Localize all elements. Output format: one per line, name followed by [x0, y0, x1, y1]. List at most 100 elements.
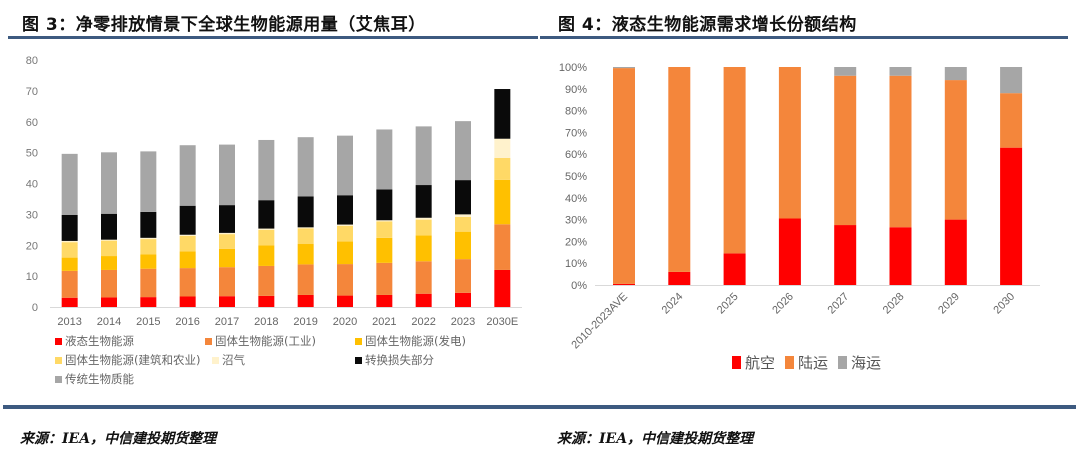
- bar-segment: [1000, 93, 1023, 148]
- bar-segment: [140, 239, 157, 255]
- bar-segment: [834, 75, 857, 226]
- legend-swatch: [55, 337, 62, 345]
- x-tick-label: 2022: [411, 316, 435, 328]
- bar-segment: [376, 221, 393, 238]
- x-tick-label: 2030: [991, 291, 1017, 317]
- legend-item: 液态生物能源: [55, 333, 134, 349]
- bar-segment: [219, 232, 235, 235]
- bar-segment: [834, 225, 857, 285]
- bar-segment: [179, 235, 196, 252]
- legend-label: 海运: [851, 354, 882, 372]
- bar-segment: [297, 228, 314, 245]
- figure3-source: 来源：IEA，中信建投期货整理: [20, 431, 217, 447]
- legend-label: 固体生物能源(建筑和农业): [65, 353, 201, 367]
- bar-segment: [258, 229, 275, 246]
- chart4-percent-stacked-bar: 0% 10% 20% 30% 40% 50% 60% 70% 80% 90% 100% 2010-20…: [559, 62, 1040, 350]
- bar-segment: [415, 261, 432, 294]
- legend-item: 固体生物能源(建筑和农业): [55, 352, 200, 368]
- bar-segment: [494, 269, 511, 307]
- bar-segment: [297, 196, 314, 228]
- x-tick-label: 2026: [770, 291, 796, 317]
- figure4-title: 图 4：液态生物能源需求增长份额结构: [558, 15, 857, 35]
- x-tick-label: 2030E: [486, 316, 518, 328]
- bar-segment: [219, 296, 235, 307]
- y-tick-label: 30%: [565, 215, 587, 227]
- x-tick-label: 2010-2023AVE: [569, 291, 630, 350]
- y-tick-label: 40: [26, 179, 38, 191]
- legend-item: 海运: [838, 352, 881, 373]
- bar-segment: [376, 129, 393, 190]
- bar-segment: [455, 180, 471, 215]
- bar-segment: [337, 224, 353, 226]
- y-tick-label: 80%: [565, 106, 587, 118]
- bar-segment: [140, 211, 157, 238]
- bar-segment: [61, 214, 78, 241]
- bar-segment: [101, 239, 117, 241]
- bar-segment: [297, 294, 314, 307]
- x-tick-label: 2023: [451, 316, 475, 328]
- legend-swatch: [732, 356, 741, 369]
- legend-item: 转换损失部分: [355, 352, 434, 368]
- bar-segment: [376, 220, 393, 222]
- bar-segment: [179, 251, 196, 269]
- bar-segment: [944, 219, 967, 285]
- bar-segment: [455, 259, 471, 293]
- bar-segment: [613, 283, 635, 285]
- chart3-stacked-bar: 0 10 20 30 40 50 60 70 80 2013 2014 2015 2016 2017 201…: [26, 55, 522, 328]
- figure3-title: 图 3：净零排放情景下全球生物能源用量（艾焦耳）: [22, 15, 426, 35]
- bar-segment: [778, 218, 801, 285]
- y-tick-label: 20%: [565, 236, 587, 248]
- bar-segment: [61, 240, 78, 243]
- legend-label: 航空: [745, 354, 776, 372]
- bar-segment: [668, 271, 691, 285]
- bar-segment: [944, 67, 967, 81]
- bar-segment: [297, 227, 314, 229]
- bar-segment: [337, 135, 353, 196]
- x-tick-label: 2028: [881, 291, 907, 317]
- footer-rule: [3, 405, 1076, 409]
- chart3-legend: 液态生物能源 固体生物能源(工业) 固体生物能源(发电) 固体生物能源(建筑和农业) 沼…: [55, 333, 535, 393]
- bar-segment: [219, 144, 235, 206]
- bar-segment: [258, 139, 275, 201]
- bar-segment: [101, 213, 117, 240]
- x-tick-label: 2014: [97, 316, 121, 328]
- bar-segment: [297, 137, 314, 197]
- x-tick-label: 2027: [826, 291, 852, 317]
- bar-segment: [297, 264, 314, 295]
- legend-item: 固体生物能源(发电): [355, 333, 466, 349]
- bar-segment: [494, 179, 511, 225]
- figure3-title-rule: [8, 36, 538, 39]
- bar-segment: [258, 295, 275, 307]
- y-tick-label: 10: [26, 271, 38, 283]
- bar-segment: [415, 293, 432, 307]
- legend-swatch: [55, 375, 62, 383]
- bar-segment: [337, 195, 353, 225]
- bar-segment: [297, 244, 314, 265]
- y-tick-label: 60%: [565, 149, 587, 161]
- legend-label: 固体生物能源(工业): [215, 334, 316, 348]
- bar-segment: [101, 256, 117, 270]
- x-tick-label: 2024: [660, 291, 686, 317]
- bar-segment: [101, 297, 117, 307]
- legend-item: 航空: [732, 352, 775, 373]
- y-tick-label: 50: [26, 148, 38, 160]
- legend-label: 固体生物能源(发电): [365, 334, 466, 348]
- x-tick-label: 2013: [57, 316, 81, 328]
- bar-segment: [140, 254, 157, 269]
- bar-segment: [723, 67, 746, 254]
- bar-segment: [140, 237, 157, 240]
- bar-segment: [778, 67, 801, 219]
- bar-segment: [101, 240, 117, 257]
- legend-item: 陆运: [785, 352, 828, 373]
- x-tick-label: 2017: [215, 316, 239, 328]
- bar-segment: [219, 234, 235, 249]
- bar-segment: [219, 248, 235, 268]
- x-tick-label: 2025: [715, 291, 741, 317]
- bar-segment: [140, 151, 157, 212]
- bar-segment: [219, 267, 235, 297]
- bar-segment: [455, 216, 471, 232]
- bar-segment: [337, 295, 353, 307]
- bar-segment: [494, 157, 511, 180]
- bar-segment: [61, 242, 78, 258]
- bar-segment: [140, 297, 157, 307]
